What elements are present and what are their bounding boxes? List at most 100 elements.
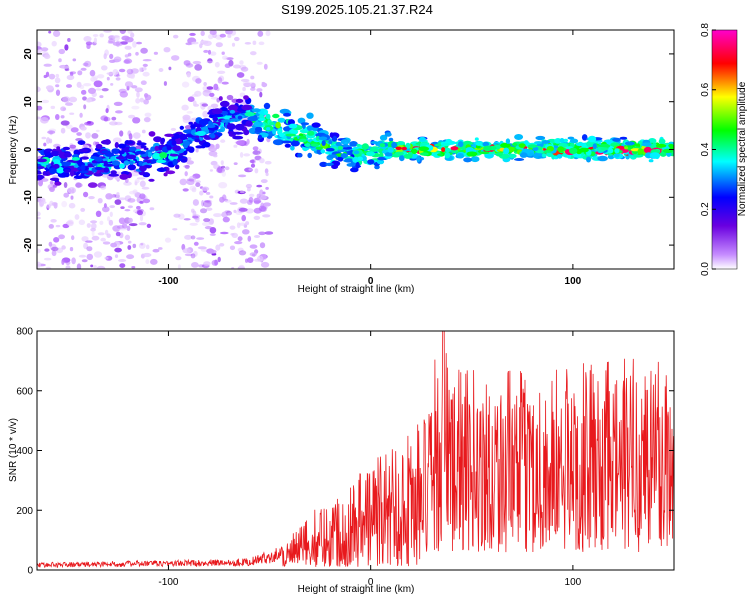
noise-blob (48, 30, 52, 34)
noise-blob (257, 255, 264, 262)
noise-blob (145, 259, 150, 265)
noise-blob (222, 216, 230, 223)
noise-blob (143, 117, 151, 123)
noise-blob (200, 30, 205, 37)
noise-blob (82, 96, 87, 101)
noise-blob (104, 49, 109, 56)
ridge-blob (257, 134, 263, 140)
ridge-blob (95, 143, 103, 150)
noise-blob (189, 222, 198, 226)
ridge-blob (63, 172, 70, 178)
noise-blob (68, 202, 76, 209)
noise-blob (197, 246, 207, 250)
noise-blob (85, 240, 93, 243)
ridge-blob (110, 170, 117, 175)
noise-blob (49, 181, 54, 185)
noise-blob (213, 154, 218, 158)
y-tick-label: 400 (16, 446, 33, 457)
noise-blob (137, 210, 143, 216)
noise-blob (124, 234, 131, 241)
noise-blob (232, 64, 242, 69)
ridge-blob (222, 111, 228, 116)
noise-blob (71, 257, 76, 265)
ridge-blob (159, 152, 168, 159)
noise-blob (212, 32, 217, 39)
noise-blob (126, 225, 131, 231)
noise-blob (81, 89, 87, 95)
ridge-blob (297, 152, 303, 158)
noise-blob (139, 97, 144, 103)
ridge-blob (277, 117, 286, 123)
ridge-blob (379, 134, 388, 141)
noise-blob (252, 40, 257, 45)
noise-blob (37, 105, 43, 111)
ridge-blob (278, 132, 285, 138)
noise-blob (221, 51, 225, 55)
ridge-blob (119, 173, 129, 180)
noise-blob (259, 158, 265, 164)
ridge-blob (198, 118, 209, 126)
x-tick-label: -100 (158, 276, 178, 287)
ridge-blob (175, 164, 180, 170)
ridge-blob (344, 158, 354, 163)
noise-blob (74, 214, 80, 220)
noise-blob (184, 234, 193, 240)
noise-blob (45, 85, 54, 91)
ridge-blob (207, 121, 214, 126)
ridge-blob (129, 146, 137, 152)
noise-blob (244, 42, 252, 45)
ridge-blob (325, 147, 335, 152)
ridge-blob (118, 143, 126, 149)
noise-blob (95, 210, 102, 217)
noise-blob (116, 192, 120, 196)
noise-blob (109, 194, 115, 198)
ridge-blob (607, 148, 614, 154)
noise-blob (191, 41, 199, 45)
noise-blob (239, 92, 246, 98)
noise-blob (265, 172, 269, 177)
ridge-blob (418, 146, 430, 152)
ridge-blob (159, 167, 165, 172)
colorbar-tick-label: 0.2 (700, 202, 711, 216)
ridge-blob (340, 153, 348, 159)
noise-blob (233, 162, 238, 166)
noise-blob (179, 178, 188, 186)
noise-blob (202, 110, 209, 118)
noise-blob (81, 236, 89, 242)
ridge-blob (285, 133, 297, 137)
ridge-blob (384, 152, 393, 157)
colorbar-label: Normalized spectral amplitude (737, 81, 748, 216)
noise-blob (113, 35, 120, 38)
noise-blob (60, 120, 70, 126)
ridge-blob (74, 154, 79, 158)
noise-blob (229, 245, 236, 251)
noise-blob (116, 171, 122, 175)
ridge-blob (300, 122, 310, 126)
noise-blob (114, 199, 122, 205)
noise-blob (234, 36, 240, 42)
noise-blob (55, 114, 60, 120)
ridge-blob (180, 159, 187, 163)
noise-blob (178, 213, 185, 220)
noise-blob (50, 105, 56, 110)
noise-blob (107, 216, 111, 222)
ridge-blob (94, 156, 103, 162)
noise-blob (246, 138, 250, 145)
noise-blob (184, 171, 188, 177)
noise-blob (172, 228, 178, 231)
ridge-blob (80, 164, 86, 171)
noise-blob (258, 41, 265, 46)
ridge-blob (190, 124, 197, 129)
ridge-blob (304, 143, 311, 147)
noise-blob (118, 68, 126, 73)
noise-blob (129, 74, 135, 79)
noise-blob (76, 81, 82, 88)
ridge-blob (482, 141, 490, 147)
noise-blob (105, 108, 109, 114)
colorbar-tick-label: 0.0 (700, 262, 711, 276)
noise-blob (128, 114, 136, 119)
noise-blob (247, 257, 254, 263)
ridge-blob (134, 150, 146, 155)
colorbar-tick-label: 0.4 (700, 142, 711, 156)
noise-blob (121, 35, 130, 41)
